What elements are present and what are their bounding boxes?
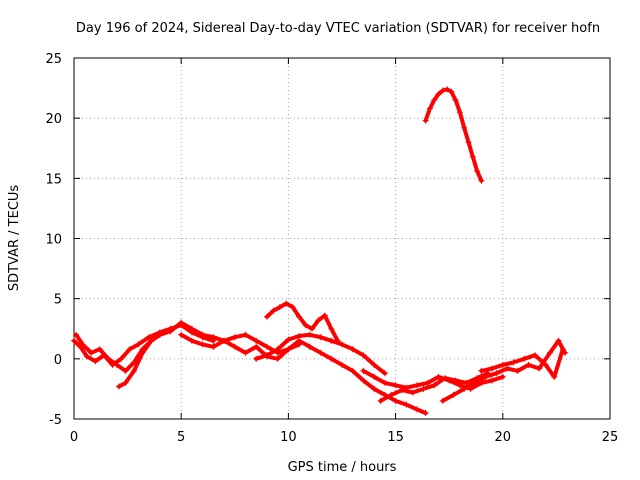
x-tick-label: 5 <box>177 430 185 445</box>
plus-markers <box>306 343 429 416</box>
plus-markers <box>478 346 566 380</box>
plus-markers <box>264 300 341 344</box>
y-tick-label: 15 <box>45 172 62 187</box>
plot-frame <box>73 57 611 420</box>
satellite-trace-3 <box>116 319 303 390</box>
satellite-trace-12 <box>422 86 485 184</box>
satellite-trace-8 <box>360 367 506 392</box>
satellite-trace-9 <box>377 370 491 404</box>
y-tick-label: 0 <box>54 353 62 368</box>
plus-markers <box>439 337 568 404</box>
plus-markers <box>377 370 491 404</box>
x-tick-label: 20 <box>495 430 512 445</box>
plus-markers <box>253 331 388 377</box>
y-tick-label: 10 <box>45 233 62 248</box>
data-series <box>71 86 568 416</box>
y-tick-label: 25 <box>45 52 62 67</box>
series-line <box>265 301 340 343</box>
y-tick-label: 5 <box>54 293 62 308</box>
y-tick-label: 20 <box>45 112 62 127</box>
satellite-trace-11 <box>478 346 566 380</box>
x-tick-label: 25 <box>602 430 619 445</box>
y-tick-label: -5 <box>49 413 62 428</box>
x-tick-labels: 0 5 10 15 20 25 <box>70 430 618 445</box>
x-tick-label: 0 <box>70 430 78 445</box>
satellite-trace-10 <box>439 337 568 404</box>
series-line <box>72 323 216 367</box>
plus-markers <box>116 319 303 390</box>
chart-title: Day 196 of 2024, Sidereal Day-to-day VTE… <box>76 21 600 36</box>
y-tick-labels: -5 0 5 10 15 20 25 <box>45 52 62 428</box>
satellite-trace-7 <box>306 343 429 416</box>
y-axis-label: SDTVAR / TECUs <box>7 185 22 292</box>
plus-markers <box>422 86 485 184</box>
x-axis-label: GPS time / hours <box>288 460 397 475</box>
series-line <box>307 344 428 415</box>
satellite-trace-5 <box>264 300 341 344</box>
satellite-trace-6 <box>253 331 388 377</box>
x-tick-label: 10 <box>280 430 297 445</box>
plus-markers <box>360 367 506 392</box>
x-tick-label: 15 <box>387 430 404 445</box>
grid-lines <box>74 58 610 419</box>
series-line <box>423 87 484 183</box>
